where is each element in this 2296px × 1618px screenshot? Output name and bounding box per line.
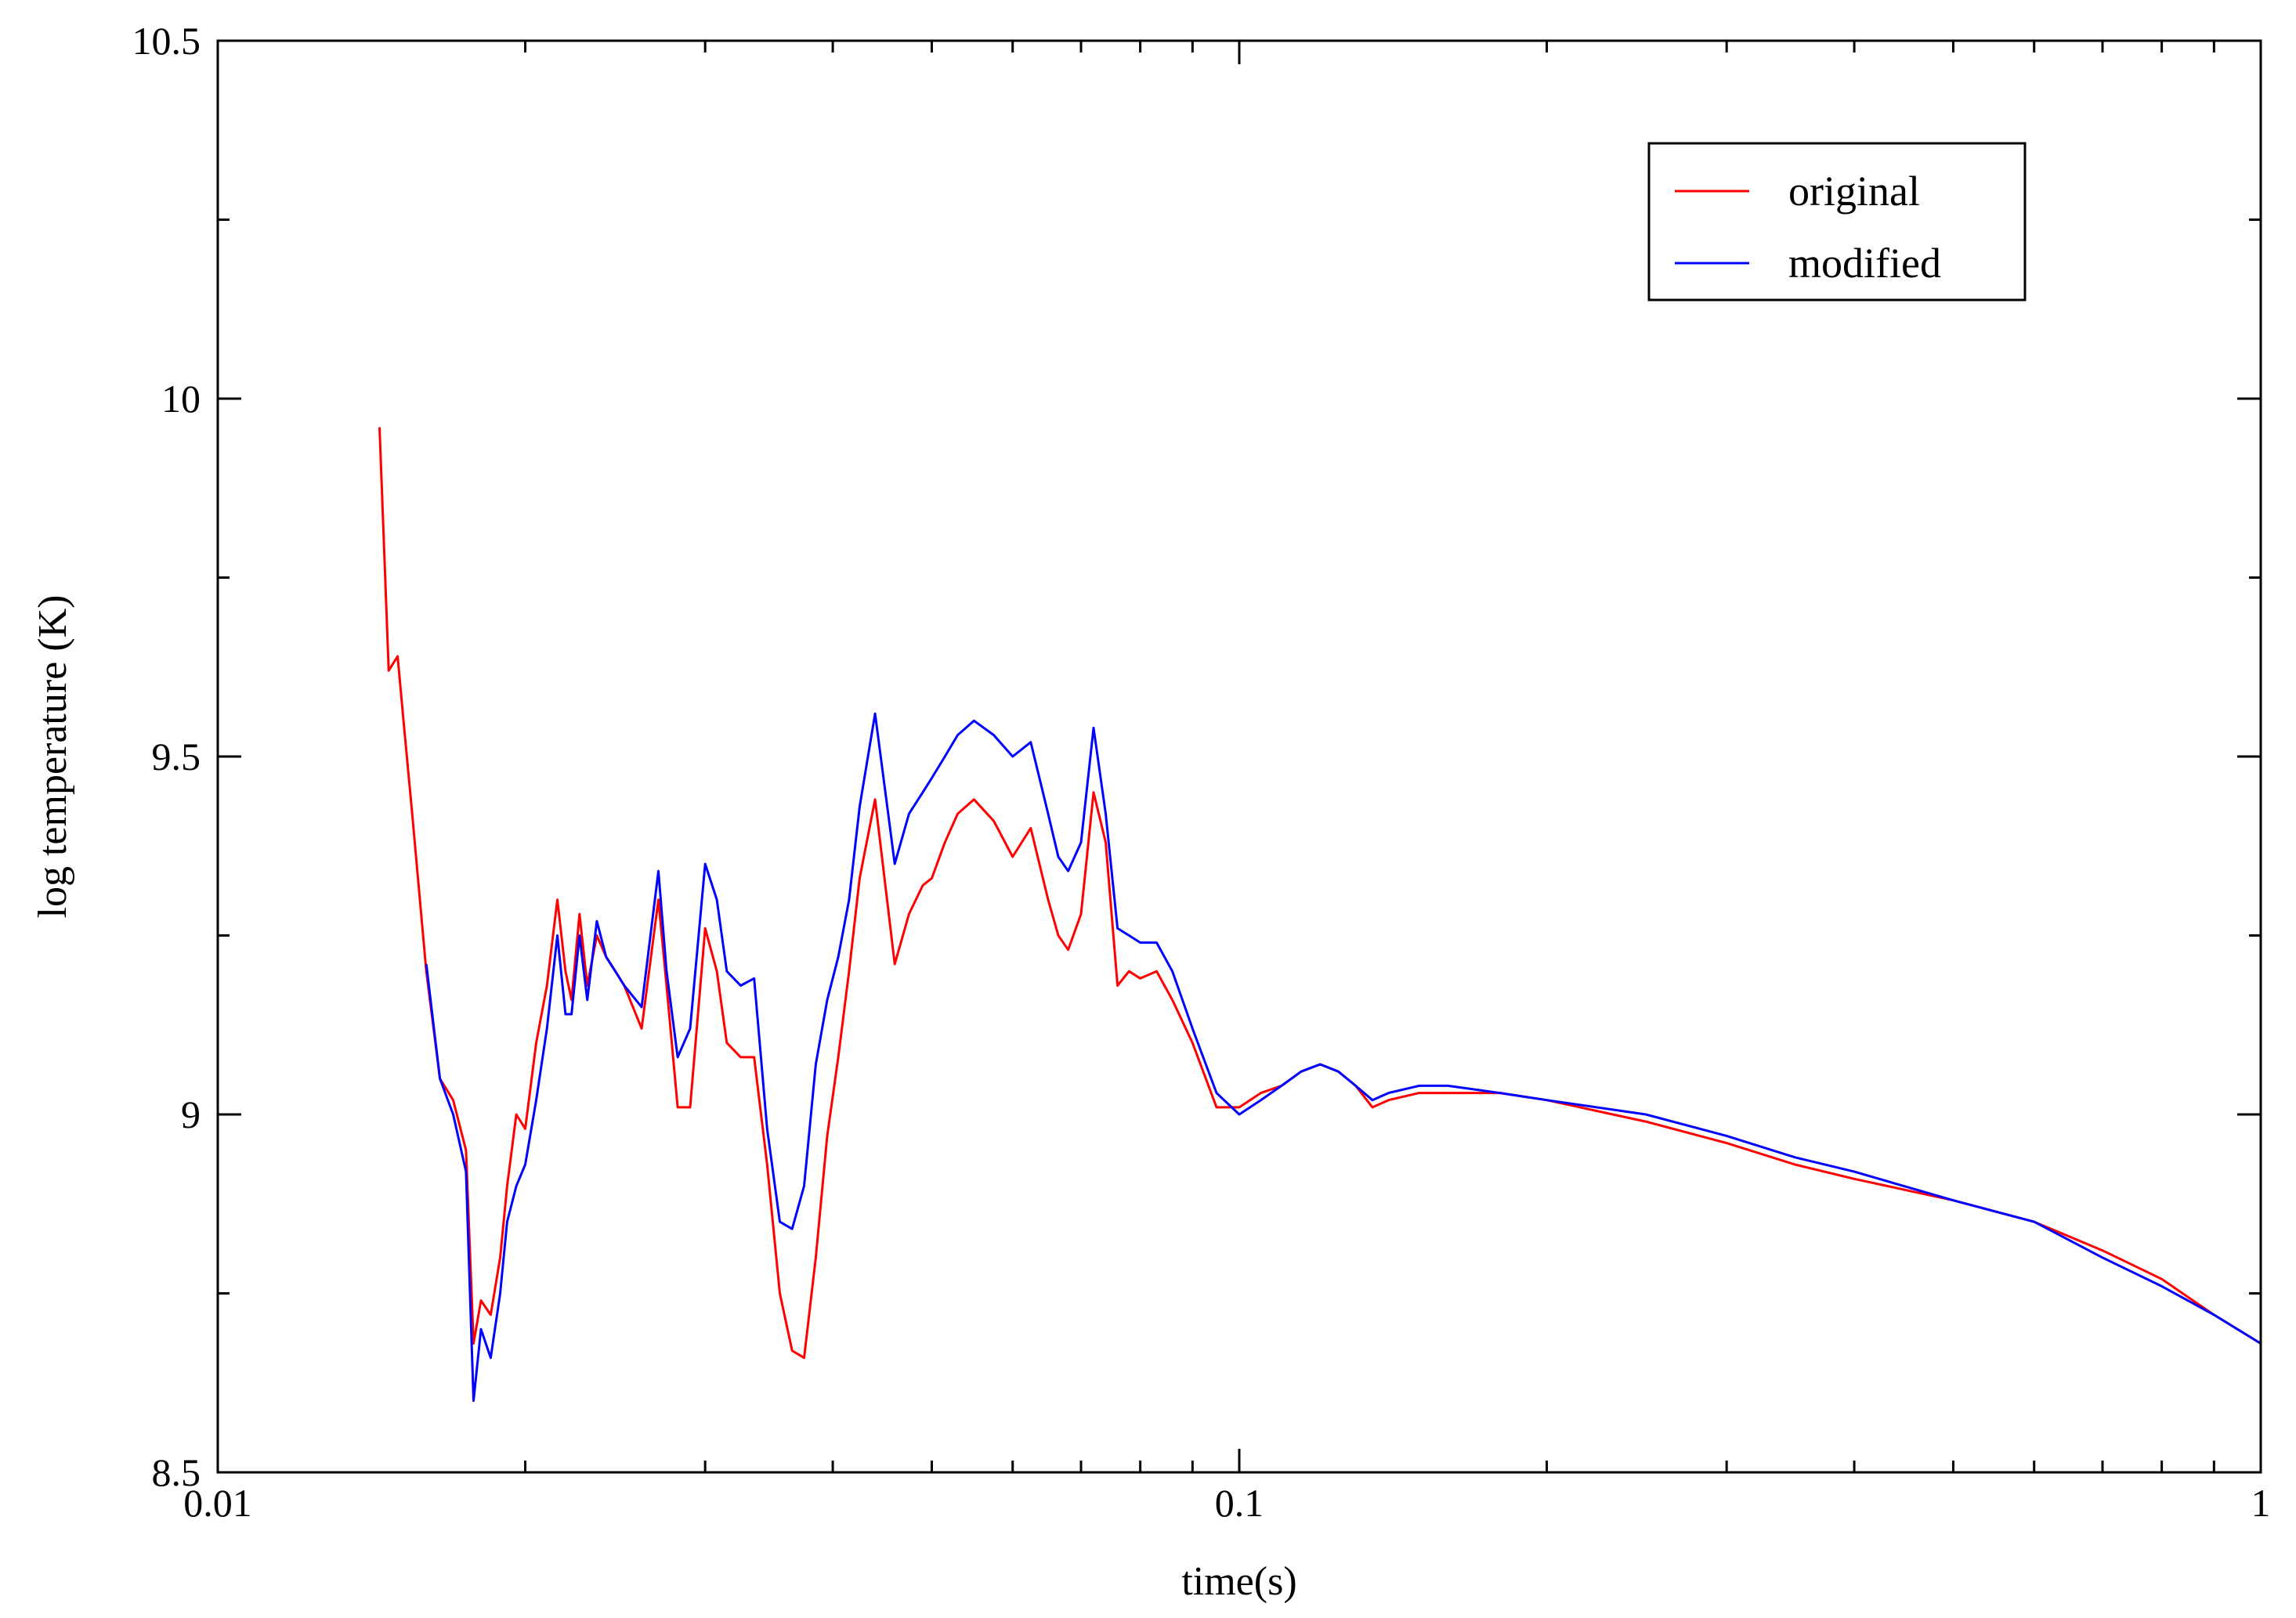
y-tick-label: 10 — [161, 377, 201, 421]
series-line-modified — [425, 712, 2262, 1403]
y-axis-title: log temperature (K) — [31, 595, 75, 919]
series-layer — [378, 427, 2262, 1403]
y-tick-label: 9 — [181, 1093, 201, 1136]
series-line-original — [378, 427, 2262, 1360]
legend-box — [1647, 142, 2027, 302]
legend-label-modified: modified — [1788, 240, 1941, 287]
ticks-layer: 0.01 0.1 1 8.5 9 9.5 10 10.5 — [132, 19, 2271, 1525]
x-tick-label: 1 — [2251, 1481, 2271, 1525]
x-tick-label: 0.1 — [1215, 1481, 1264, 1525]
y-tick-label: 9.5 — [152, 735, 201, 778]
y-tick-label: 10.5 — [132, 19, 201, 63]
legend-label-original: original — [1788, 168, 1920, 215]
legend: original modified — [1647, 142, 2027, 302]
y-tick-label: 8.5 — [152, 1450, 201, 1494]
x-axis-title: time(s) — [1181, 1559, 1296, 1604]
x-tick-label: 0.01 — [183, 1481, 252, 1525]
